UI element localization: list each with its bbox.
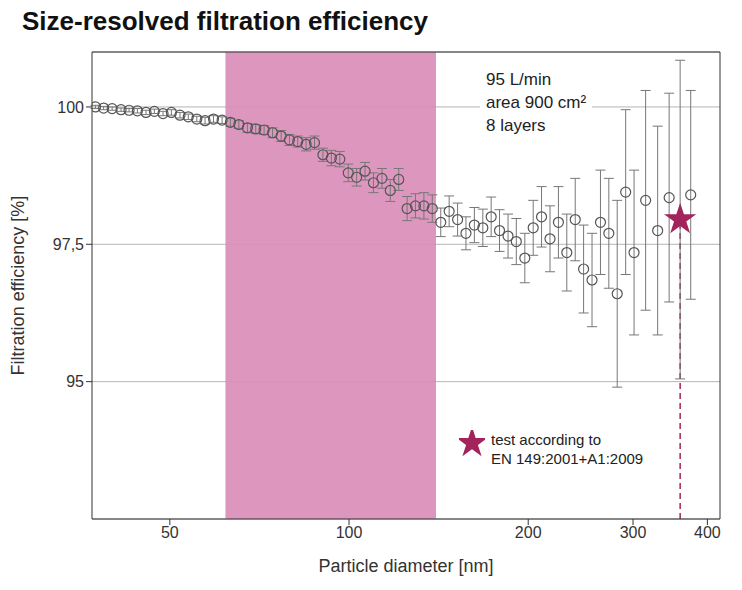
svg-text:50: 50 [161, 524, 179, 541]
svg-text:200: 200 [515, 524, 542, 541]
svg-text:97,5: 97,5 [53, 236, 84, 253]
svg-text:300: 300 [620, 524, 647, 541]
html-text:8 layers: 8 layers [486, 116, 546, 135]
svg-text:Particle diameter [nm]: Particle diameter [nm] [318, 556, 493, 576]
svg-text:95: 95 [66, 373, 84, 390]
html-text:95 L/min: 95 L/min [486, 70, 552, 89]
html-text:area 900 cm²: area 900 cm² [486, 93, 587, 112]
html-text:test according to: test according to [491, 431, 602, 448]
svg-text:100: 100 [336, 524, 363, 541]
html-text:EN 149:2001+A1:2009: EN 149:2001+A1:2009 [491, 450, 644, 467]
svg-text:400: 400 [694, 524, 721, 541]
svg-text:Filtration efficiency [%]: Filtration efficiency [%] [8, 196, 28, 376]
svg-text:100: 100 [57, 99, 84, 116]
html-text:Size-resolved filtration effic: Size-resolved filtration efficiency [22, 6, 428, 36]
